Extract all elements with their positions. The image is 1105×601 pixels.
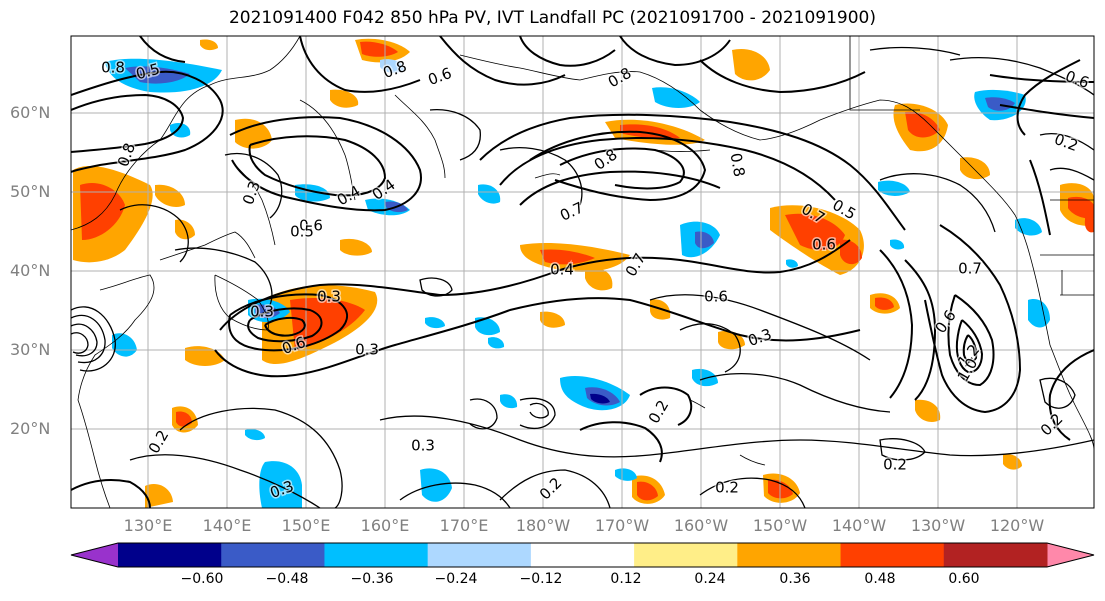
contour-label: 0.8 (101, 59, 125, 77)
lon-label-150e: 150°E (281, 516, 331, 535)
lon-label-130e: 130°E (123, 516, 173, 535)
lat-label-30n: 30°N (10, 340, 51, 359)
colorbar-tick-label: 0.48 (864, 571, 896, 587)
lon-label-150w: 150°W (752, 516, 808, 535)
colorbar-tick-label: 0.24 (694, 571, 726, 587)
colorbar-segment (943, 543, 1048, 567)
lon-label-140e: 140°E (202, 516, 252, 535)
colorbar (70, 542, 1095, 568)
colorbar-tick-label: 0.36 (779, 571, 811, 587)
colorbar-tick-label: −0.36 (350, 571, 394, 587)
plot-background (71, 36, 1094, 508)
colorbar-segment (427, 543, 532, 567)
lon-label-120w: 120°W (989, 516, 1045, 535)
thick-contours (71, 36, 1094, 508)
contour-label: 0.5 (290, 223, 314, 241)
lon-label-180w: 180°W (515, 516, 571, 535)
contour-label: 0.3 (250, 303, 274, 321)
colorbar-segment (324, 543, 429, 567)
contour-label: 0.6 (704, 288, 728, 306)
contour-label: 0.6 (299, 217, 323, 235)
lat-label-20n: 20°N (10, 419, 51, 438)
colorbar-segment (840, 543, 945, 567)
colorbar-tick-label: −0.60 (180, 571, 224, 587)
colorbar-tick-label: −0.24 (434, 571, 478, 587)
contour-label: 0.3 (317, 288, 341, 306)
lon-label-160e: 160°E (360, 516, 410, 535)
colorbar-tick-label: 0.60 (948, 571, 980, 587)
lat-label-40n: 40°N (10, 261, 51, 280)
positive-shading (73, 38, 1094, 508)
lon-label-140w: 140°W (831, 516, 887, 535)
colorbar-tick-label: 0.12 (610, 571, 642, 587)
colorbar-tick-label: −0.48 (265, 571, 309, 587)
lat-label-60n: 60°N (10, 103, 51, 122)
contour-label: 0.2 (715, 479, 739, 497)
colorbar-segment (737, 543, 842, 567)
figure-title: 2021091400 F042 850 hPa PV, IVT Landfall… (228, 8, 876, 28)
thin-contours (71, 46, 1094, 508)
colorbar-max-extension (1047, 543, 1094, 567)
colorbar-outline (70, 542, 1095, 568)
colorbar-segment (634, 543, 738, 567)
contour-label: 0.2 (883, 456, 907, 474)
contour-label: 0.4 (550, 261, 574, 279)
contour-label: 0.3 (355, 341, 379, 359)
lon-label-130w: 130°W (910, 516, 966, 535)
contour-label: 0.7 (958, 260, 982, 278)
colorbar-min-extension (71, 543, 118, 567)
lat-label-50n: 50°N (10, 182, 51, 201)
colorbar-segment (221, 543, 325, 567)
plot-frame (70, 35, 1095, 509)
contour-label: 0.3 (411, 437, 435, 455)
colorbar-segment (118, 543, 222, 567)
lon-label-170w: 170°W (594, 516, 650, 535)
colorbar-tick-label: −0.12 (519, 571, 563, 587)
colorbar-segment (530, 543, 635, 567)
negative-shading (105, 58, 1050, 508)
contour-label: 0.6 (812, 236, 836, 254)
lon-label-170e: 170°E (439, 516, 489, 535)
lon-label-160w: 160°W (673, 516, 729, 535)
